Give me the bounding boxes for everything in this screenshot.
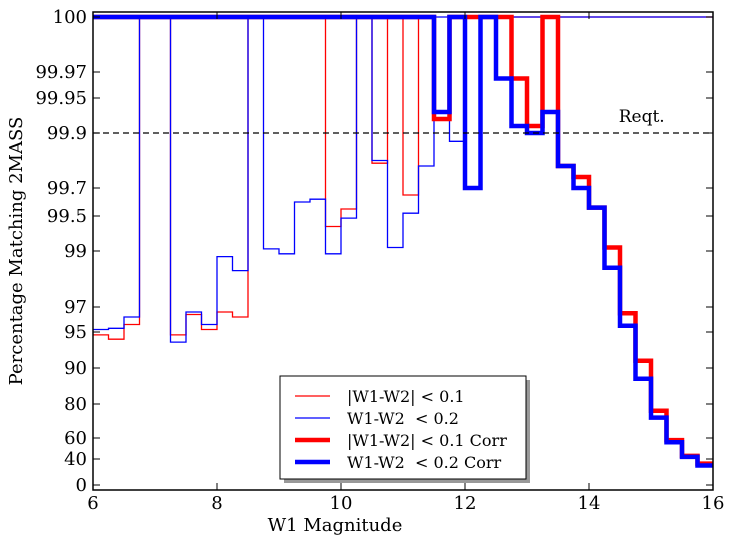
y-tick-label: 99.9 (47, 123, 87, 144)
y-tick-label: 80 (64, 394, 87, 415)
y-tick-label: 99.5 (47, 206, 87, 227)
legend: |W1-W2| < 0.1 W1-W2 < 0.2 |W1-W2| < 0.1 Co… (279, 375, 530, 483)
legend-label-1: |W1-W2| < 0.1 (347, 387, 465, 406)
y-tick-label: 95 (64, 322, 87, 343)
x-tick-label: 14 (578, 493, 601, 514)
x-tick-label: 8 (211, 493, 222, 514)
x-axis: 6 8 10 12 14 16 (87, 12, 724, 514)
x-axis-label: W1 Magnitude (268, 515, 403, 536)
y-tick-label: 0 (76, 475, 87, 496)
y-tick-label: 60 (64, 428, 87, 449)
y-tick-label: 97 (64, 297, 87, 318)
x-tick-label: 16 (702, 493, 725, 514)
legend-items: |W1-W2| < 0.1 W1-W2 < 0.2 |W1-W2| < 0.1 Co… (295, 387, 507, 472)
series-line-4 (93, 14, 713, 468)
legend-label-2: W1-W2 < 0.2 (347, 409, 459, 428)
x-tick-label: 6 (87, 493, 98, 514)
y-tick-label: 99 (64, 241, 87, 262)
y-tick-label: 100 (53, 7, 87, 28)
x-tick-label: 10 (330, 493, 353, 514)
y-tick-label: 40 (64, 449, 87, 470)
y-axis-label: Percentage Matching 2MASS (6, 117, 27, 386)
x-tick-label: 12 (454, 493, 477, 514)
y-tick-label: 90 (64, 358, 87, 379)
legend-label-3: |W1-W2| < 0.1 Corr (347, 431, 507, 450)
y-tick-label: 99.95 (35, 88, 87, 109)
y-tick-label: 99.97 (35, 62, 87, 83)
requirement-label: Reqt. (619, 107, 665, 127)
y-tick-label: 99.7 (47, 178, 87, 199)
series-layer (93, 14, 713, 468)
legend-label-4: W1-W2 < 0.2 Corr (347, 453, 502, 472)
